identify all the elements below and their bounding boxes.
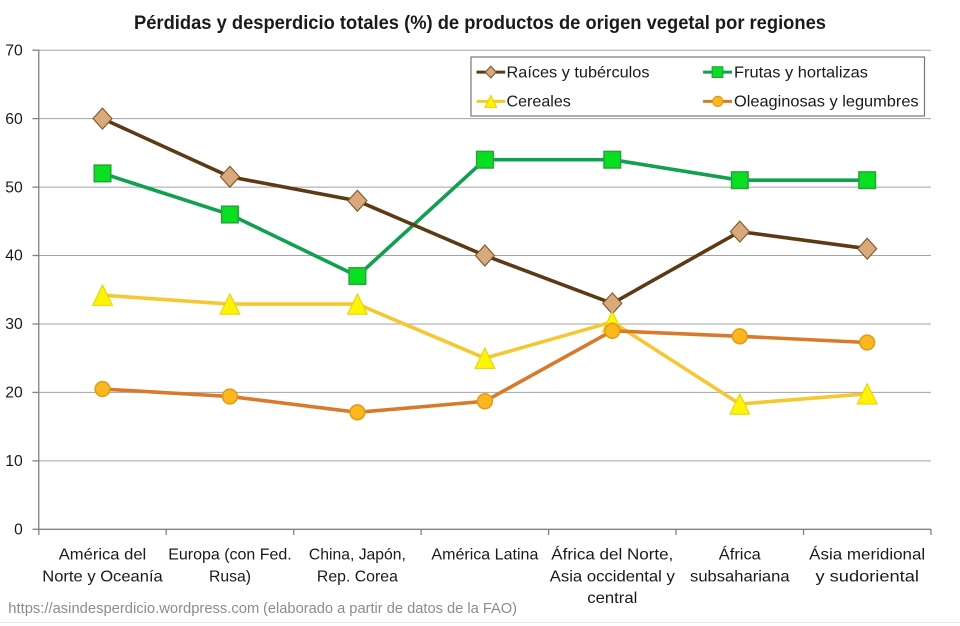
svg-text:20: 20 [5,385,23,402]
svg-text:Europa (con Fed.: Europa (con Fed. [168,547,292,564]
svg-text:70: 70 [5,42,23,59]
svg-text:y sudoriental: y sudoriental [816,568,919,585]
svg-text:(elaborado a partir de datos d: (elaborado a partir de datos de la FAO) [263,600,517,617]
svg-text:50: 50 [5,179,23,196]
svg-text:Ásia meridional: Ásia meridional [809,545,925,564]
svg-text:60: 60 [5,111,23,128]
svg-text:África: África [719,545,761,564]
svg-text:América del: América del [59,547,147,564]
svg-text:Oleaginosas y legumbres: Oleaginosas y legumbres [734,94,919,111]
svg-text:Rusa): Rusa) [209,568,251,585]
svg-text:Asia occidental y: Asia occidental y [550,568,675,585]
svg-text:Rep. Corea: Rep. Corea [317,568,398,585]
svg-text:América Latina: América Latina [431,547,538,564]
svg-text:África del Norte,: África del Norte, [551,545,673,564]
svg-text:40: 40 [5,248,23,265]
svg-text:30: 30 [5,316,23,333]
svg-text:China, Japón,: China, Japón, [309,547,406,564]
svg-text:https://asindesperdicio.wordpr: https://asindesperdicio.wordpress.com [8,600,259,617]
svg-text:central: central [587,590,637,607]
svg-text:Raíces y tubérculos: Raíces y tubérculos [507,64,650,81]
svg-text:Pérdidas y desperdicio totales: Pérdidas y desperdicio totales (%) de pr… [134,12,826,34]
svg-text:0: 0 [14,522,23,539]
svg-text:10: 10 [5,453,23,470]
svg-text:Norte y Oceanía: Norte y Oceanía [42,568,163,585]
svg-text:Frutas y hortalizas: Frutas y hortalizas [734,64,868,81]
svg-text:subsahariana: subsahariana [690,568,790,585]
svg-text:Cereales: Cereales [507,94,571,111]
